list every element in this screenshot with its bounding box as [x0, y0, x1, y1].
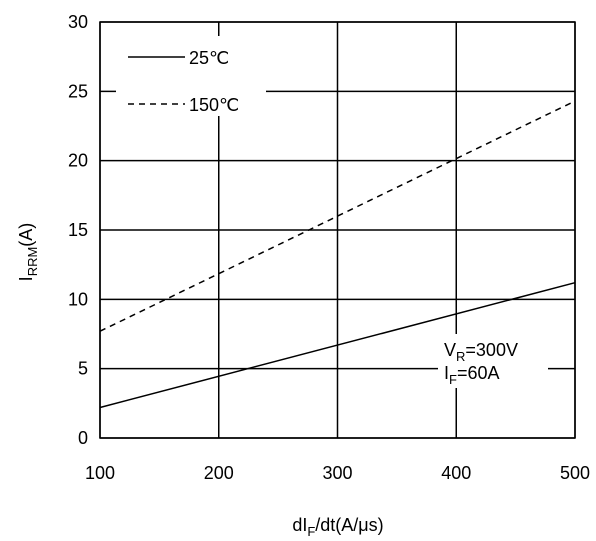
x-tick-label: 400 [441, 463, 471, 483]
legend-label-150: 150℃ [189, 95, 239, 115]
y-axis-label: IRRM(A) [16, 223, 40, 282]
y-tick-label: 25 [68, 81, 88, 101]
annotation-if: IF=60A [444, 363, 500, 387]
y-tick-label: 20 [68, 151, 88, 171]
legend-background [116, 36, 266, 116]
annotation-background [438, 334, 548, 388]
series-line-25 [99, 281, 576, 409]
y-tick-label: 15 [68, 220, 88, 240]
y-tick-label: 10 [68, 289, 88, 309]
x-axis-label: dIF/dt(A/μs) [292, 515, 383, 536]
plot-frame [99, 21, 576, 439]
x-tick-label: 500 [560, 463, 590, 483]
x-tick-label: 300 [322, 463, 352, 483]
series-lines [99, 100, 576, 409]
y-tick-label: 5 [78, 359, 88, 379]
x-tick-label: 100 [85, 463, 115, 483]
annotation: VR=300V IF=60A [438, 334, 548, 388]
legend: 25℃ 150℃ [116, 36, 266, 116]
annotation-vr: VR=300V [444, 340, 518, 364]
x-tick-label: 200 [204, 463, 234, 483]
y-tick-label: 0 [78, 428, 88, 448]
tick-labels: 100 200 300 400 500 0 5 10 15 20 25 30 [68, 12, 590, 483]
y-tick-label: 30 [68, 12, 88, 32]
legend-label-25: 25℃ [189, 48, 229, 68]
